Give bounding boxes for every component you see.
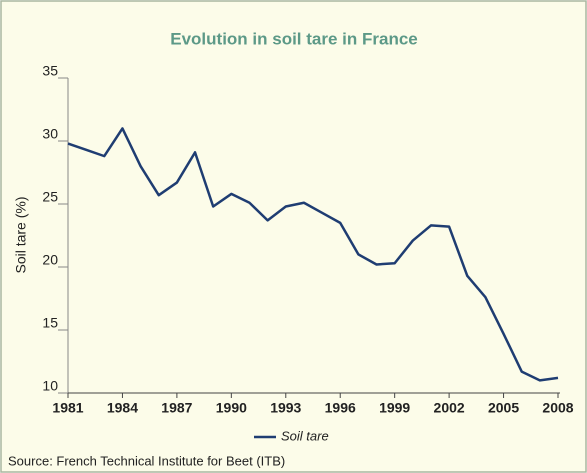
x-tick-label: 1981 <box>52 400 83 416</box>
y-tick-label: 10 <box>42 378 58 394</box>
x-tick-label: 1987 <box>161 400 192 416</box>
x-tick-label: 2002 <box>434 400 465 416</box>
y-tick-label: 35 <box>42 63 58 79</box>
y-tick-label: 25 <box>42 189 58 205</box>
x-tick-label: 2008 <box>542 400 573 416</box>
legend-label: Soil tare <box>281 428 329 443</box>
x-tick-label: 1996 <box>325 400 356 416</box>
y-tick-label: 20 <box>42 252 58 268</box>
x-tick-label: 1990 <box>216 400 247 416</box>
source: Source: French Technical Institute for B… <box>8 453 285 468</box>
x-tick-label: 1999 <box>379 400 410 416</box>
y-tick-label: 30 <box>42 126 58 142</box>
series-line <box>67 127 559 382</box>
x-tick-label: 1993 <box>270 400 301 416</box>
chart-title: Evolution in soil tare in France <box>170 29 418 48</box>
x-tick-label: 2005 <box>488 400 519 416</box>
y-tick-label: 15 <box>42 315 58 331</box>
y-axis-label: Soil tare (%) <box>13 196 29 273</box>
x-tick-label: 1984 <box>107 400 138 416</box>
